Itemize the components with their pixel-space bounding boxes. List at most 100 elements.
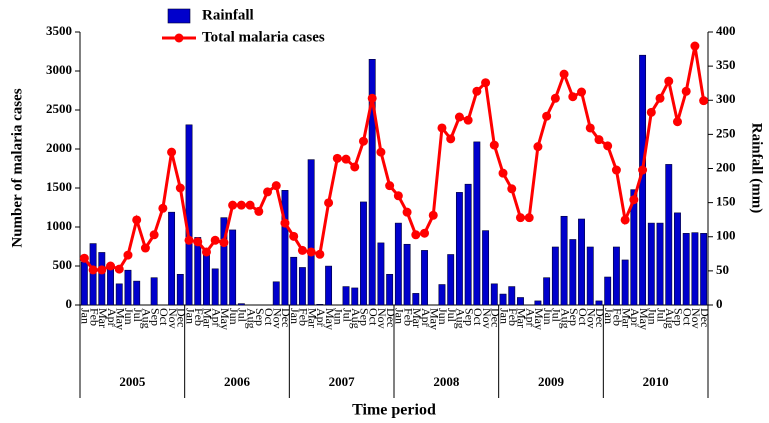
point bbox=[629, 195, 639, 205]
x-tick-label: Jun bbox=[122, 308, 136, 325]
x-tick-label: Jan bbox=[288, 308, 302, 324]
bar bbox=[682, 233, 690, 306]
point bbox=[350, 162, 360, 172]
bar bbox=[473, 141, 481, 306]
x-tick-label: Apr bbox=[209, 308, 223, 327]
x-tick-label: Oct bbox=[680, 308, 694, 326]
point bbox=[79, 253, 89, 263]
x-tick-label: Aug bbox=[558, 308, 572, 329]
year-label: 2005 bbox=[119, 374, 146, 389]
point bbox=[140, 243, 150, 253]
bar bbox=[220, 217, 228, 306]
point bbox=[219, 238, 229, 248]
bar bbox=[647, 222, 655, 306]
y2-tick-label: 50 bbox=[716, 262, 729, 277]
x-tick-label: Jun bbox=[646, 308, 660, 325]
point bbox=[280, 218, 290, 228]
bar bbox=[272, 281, 280, 306]
point bbox=[524, 213, 534, 223]
point bbox=[88, 265, 98, 275]
year-label: 2009 bbox=[538, 374, 565, 389]
bar bbox=[569, 239, 577, 306]
x-axis-title: Time period bbox=[352, 402, 436, 419]
x-tick-label: Aug bbox=[349, 308, 363, 329]
bar bbox=[360, 201, 367, 306]
point bbox=[585, 123, 595, 133]
bar bbox=[307, 159, 315, 306]
bar bbox=[464, 183, 472, 306]
point bbox=[228, 200, 238, 210]
point bbox=[167, 147, 177, 157]
point bbox=[393, 191, 403, 201]
x-tick-label: Feb bbox=[87, 308, 101, 326]
bar bbox=[499, 293, 507, 306]
bar bbox=[508, 286, 516, 306]
legend-swatch bbox=[167, 8, 191, 24]
y-axis-title: Number of malaria cases bbox=[9, 88, 25, 247]
point bbox=[411, 230, 421, 240]
bar bbox=[176, 273, 184, 306]
bar bbox=[386, 273, 394, 306]
bar bbox=[168, 211, 176, 306]
x-tick-label: Aug bbox=[140, 308, 154, 329]
point bbox=[542, 111, 552, 121]
bar bbox=[630, 189, 638, 306]
x-tick-label: Apr bbox=[628, 308, 642, 327]
bar bbox=[621, 259, 629, 306]
point bbox=[175, 183, 185, 193]
bar bbox=[586, 246, 594, 306]
point bbox=[158, 203, 168, 213]
x-tick-label: Nov bbox=[375, 308, 389, 329]
point bbox=[263, 187, 273, 197]
y2-tick-label: 150 bbox=[716, 194, 736, 209]
bar bbox=[665, 164, 673, 306]
x-tick-label: Sep bbox=[148, 308, 162, 326]
x-tick-label: Jul bbox=[131, 308, 145, 323]
point bbox=[699, 96, 709, 106]
x-tick-label: Jul bbox=[340, 308, 354, 323]
x-tick-label: Mar bbox=[619, 308, 633, 328]
point bbox=[132, 215, 142, 225]
line bbox=[83, 45, 706, 272]
x-tick-label: Jun bbox=[541, 308, 555, 325]
x-tick-label: Oct bbox=[262, 308, 276, 326]
x-tick-label: May bbox=[218, 308, 232, 330]
x-tick-label: Jul bbox=[550, 308, 564, 323]
x-tick-label: Nov bbox=[689, 308, 703, 329]
x-tick-label: Jan bbox=[602, 308, 616, 324]
x-tick-label: Mar bbox=[96, 308, 110, 328]
y-tick-label: 3500 bbox=[46, 23, 72, 38]
y2-tick-label: 400 bbox=[716, 23, 736, 38]
bar bbox=[351, 287, 359, 306]
point bbox=[149, 230, 159, 240]
bar bbox=[490, 283, 498, 306]
legend-swatch bbox=[174, 33, 184, 43]
point bbox=[367, 93, 377, 103]
bar bbox=[551, 246, 559, 306]
year-label: 2010 bbox=[643, 374, 669, 389]
x-tick-label: Apr bbox=[419, 308, 433, 327]
x-tick-label: Apr bbox=[105, 308, 119, 327]
y2-tick-label: 250 bbox=[716, 125, 736, 140]
point bbox=[568, 92, 578, 102]
x-tick-label: May bbox=[637, 308, 651, 330]
point bbox=[123, 250, 133, 260]
point bbox=[376, 147, 386, 157]
x-tick-label: Mar bbox=[515, 308, 529, 328]
bar bbox=[612, 246, 620, 306]
point bbox=[315, 249, 325, 259]
point bbox=[550, 93, 560, 103]
x-tick-label: Sep bbox=[567, 308, 581, 326]
point bbox=[420, 228, 430, 238]
bar bbox=[700, 233, 708, 306]
y-tick-label: 500 bbox=[53, 257, 73, 272]
bar bbox=[394, 222, 402, 306]
x-tick-label: Sep bbox=[358, 308, 372, 326]
year-label: 2006 bbox=[224, 374, 251, 389]
x-tick-label: Feb bbox=[401, 308, 415, 326]
bar bbox=[316, 304, 324, 306]
point bbox=[236, 200, 246, 210]
x-tick-label: Jun bbox=[332, 308, 346, 325]
x-tick-label: May bbox=[428, 308, 442, 330]
bar bbox=[421, 250, 428, 306]
